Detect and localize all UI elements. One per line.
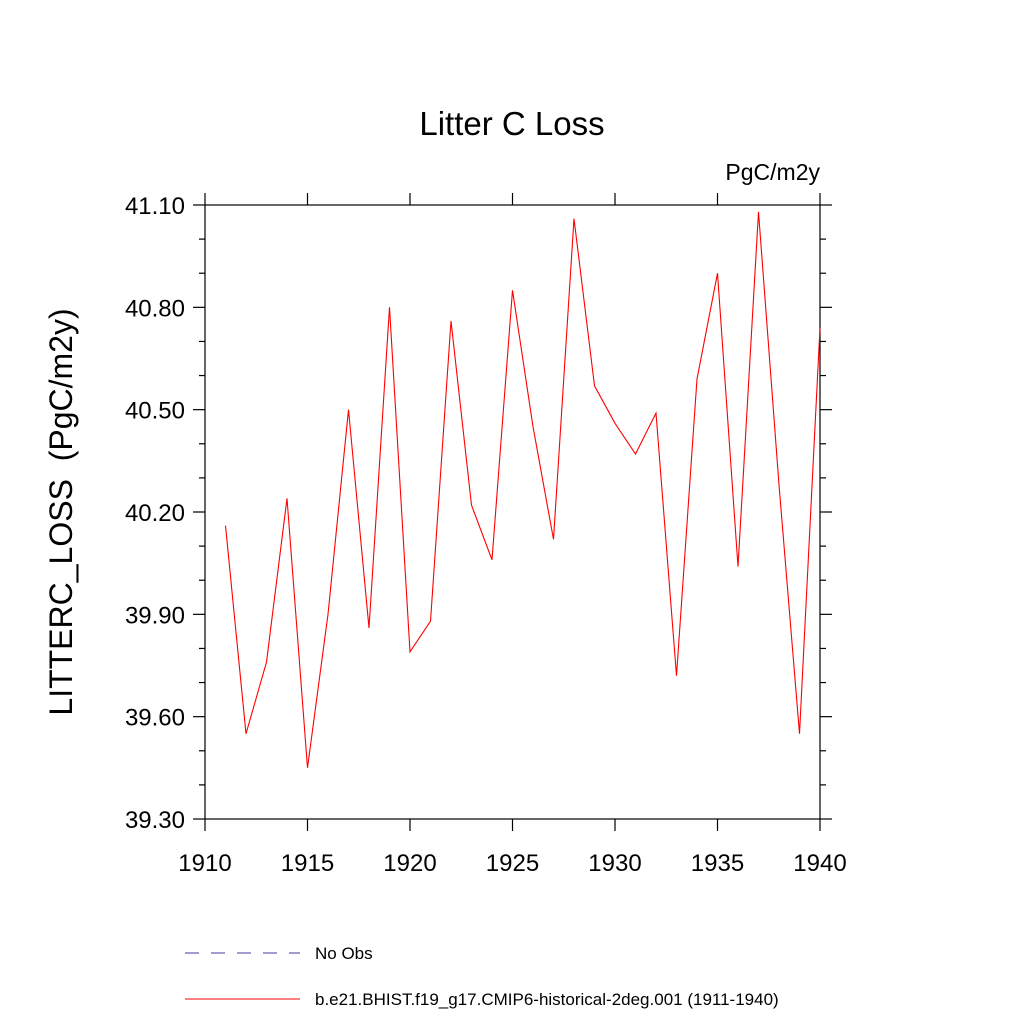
y-tick-label-4: 40.50 [125,398,185,425]
y-tick-label-2: 39.90 [125,602,185,629]
x-tick-labels: 1910 1915 1920 1925 1930 1935 1940 [178,850,846,877]
y-tick-label-0: 39.30 [125,807,185,834]
series-group [224,211,821,768]
y-tick-labels: 39.30 39.60 39.90 40.20 40.50 40.80 41.10 [125,193,185,834]
legend-label-model-run: b.e21.BHIST.f19_g17.CMIP6-historical-2de… [315,990,779,1009]
legend-label-no-obs: No Obs [315,944,373,963]
x-tick-label-0: 1910 [178,850,231,877]
y-axis-label: LITTERC_LOSS (PgC/m2y) [43,308,79,715]
x-tick-label-6: 1940 [793,850,846,877]
series-line-0 [224,211,821,768]
x-tick-label-1: 1915 [281,850,334,877]
major-ticks [193,193,832,831]
units-label: PgC/m2y [725,159,820,185]
x-tick-label-2: 1920 [383,850,436,877]
x-tick-label-5: 1935 [691,850,744,877]
y-tick-label-3: 40.20 [125,500,185,527]
legend: No Obs b.e21.BHIST.f19_g17.CMIP6-histori… [185,944,779,1009]
x-tick-label-3: 1925 [486,850,539,877]
chart-title: Litter C Loss [419,105,604,142]
y-tick-label-5: 40.80 [125,295,185,322]
plot-frame [204,204,821,820]
y-tick-label-6: 41.10 [125,193,185,220]
minor-ticks [199,238,826,786]
x-tick-label-4: 1930 [588,850,641,877]
y-tick-label-1: 39.60 [125,705,185,732]
